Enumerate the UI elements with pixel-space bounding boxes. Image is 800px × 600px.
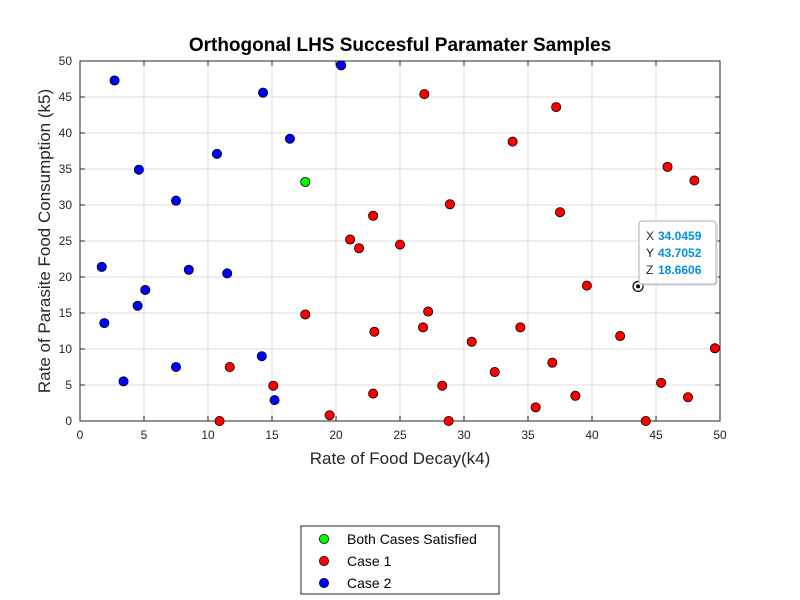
- x-tick-label: 30: [457, 428, 471, 442]
- series1-point-27: [570, 390, 581, 401]
- series1-point-23: [268, 380, 279, 391]
- legend-label-0: Both Cases Satisfied: [347, 531, 477, 547]
- series2-point-4: [211, 148, 222, 159]
- y-tick-label: 10: [59, 342, 73, 356]
- series2-point-13: [256, 351, 267, 362]
- series1-point-10: [394, 239, 405, 250]
- series1-point-11: [581, 280, 592, 291]
- y-tick-label: 50: [59, 54, 73, 68]
- series2-point-6: [170, 195, 181, 206]
- series1-point-1: [551, 102, 562, 113]
- series1-point-21: [224, 361, 235, 372]
- series1-point-4: [689, 175, 700, 186]
- series2-point-5: [133, 164, 144, 175]
- x-tick-label: 45: [649, 428, 663, 442]
- datatip-label: Z: [646, 263, 653, 277]
- series2-point-12: [99, 318, 110, 329]
- series2-point-3: [284, 133, 295, 144]
- series1-point-29: [530, 402, 541, 413]
- datatip-box: [638, 220, 717, 285]
- datatip-value: 18.6606: [658, 263, 702, 277]
- x-tick-label: 25: [393, 428, 407, 442]
- series1-point-5: [444, 199, 455, 210]
- series2-point-15: [118, 376, 129, 387]
- series1-point-15: [515, 322, 526, 333]
- x-tick-label: 35: [521, 428, 535, 442]
- datatip-label: X: [646, 229, 654, 243]
- datatip-value: 34.0459: [658, 229, 702, 243]
- series1-point-22: [489, 367, 500, 378]
- series2-point-7: [96, 261, 107, 272]
- legend-marker-1: [318, 556, 329, 567]
- series1-point-24: [437, 380, 448, 391]
- series1-point-31: [214, 415, 225, 426]
- x-tick-label: 15: [265, 428, 279, 442]
- series1-point-17: [466, 336, 477, 347]
- x-tick-label: 5: [141, 428, 148, 442]
- y-tick-label: 25: [59, 234, 73, 248]
- y-tick-label: 5: [65, 378, 72, 392]
- series1-point-13: [423, 306, 434, 317]
- series1-point-0: [419, 89, 430, 100]
- y-tick-label: 30: [59, 198, 73, 212]
- data-points: [96, 60, 720, 426]
- x-axis-label: Rate of Food Decay(k4): [310, 449, 490, 468]
- datatip-marker-dot: [636, 284, 641, 289]
- series1-point-6: [555, 207, 566, 218]
- x-tick-label: 0: [77, 428, 84, 442]
- y-tick-label: 40: [59, 126, 73, 140]
- series2-point-2: [258, 87, 269, 98]
- chart-title: Orthogonal LHS Succesful Paramater Sampl…: [189, 35, 611, 56]
- series1-point-7: [368, 210, 379, 221]
- axis-ticks: 0 5 10 15 20 25 30 35 40 45 50 0 5 10 15 20 25 30 35 40 45 50: [59, 54, 727, 442]
- series2-point-16: [269, 395, 280, 406]
- y-tick-label: 20: [59, 270, 73, 284]
- x-tick-label: 20: [329, 428, 343, 442]
- series2-point-1: [336, 60, 347, 71]
- series1-point-32: [443, 415, 454, 426]
- y-tick-label: 45: [59, 90, 73, 104]
- series1-point-14: [418, 322, 429, 333]
- series0-point-0: [300, 176, 311, 187]
- series1-point-8: [345, 234, 356, 245]
- series1-point-2: [507, 136, 518, 147]
- x-tick-label: 50: [713, 428, 727, 442]
- y-axis-label: Rate of Parasite Food Consumption (k5): [35, 89, 54, 393]
- legend-marker-0: [318, 534, 329, 545]
- series2-point-9: [222, 268, 233, 279]
- series1-point-16: [369, 326, 380, 337]
- datatip[interactable]: X 34.0459 Y 43.7052 Z 18.6606: [632, 220, 718, 292]
- series1-point-20: [547, 357, 558, 368]
- datatip-label: Y: [646, 246, 654, 260]
- legend-box: [300, 525, 500, 595]
- series2-point-0: [109, 75, 120, 86]
- series1-point-33: [640, 415, 651, 426]
- legend-marker-2: [318, 578, 329, 589]
- legend-label-2: Case 2: [347, 575, 392, 591]
- series1-point-26: [368, 388, 379, 399]
- series1-point-18: [615, 331, 626, 342]
- series2-point-10: [140, 284, 151, 295]
- series2-point-11: [132, 300, 143, 311]
- series1-point-3: [662, 161, 673, 172]
- series2-point-8: [183, 264, 194, 275]
- legend: Both Cases Satisfied Case 1 Case 2: [300, 525, 500, 595]
- series1-point-25: [656, 377, 667, 388]
- series1-point-12: [300, 309, 311, 320]
- series1-point-30: [324, 410, 335, 421]
- series1-point-9: [354, 243, 365, 254]
- x-tick-label: 40: [585, 428, 599, 442]
- y-tick-label: 15: [59, 306, 73, 320]
- series1-point-28: [683, 392, 694, 403]
- x-tick-label: 10: [201, 428, 215, 442]
- datatip-value: 43.7052: [658, 246, 702, 260]
- series1-point-19: [709, 343, 720, 354]
- y-tick-label: 0: [65, 414, 72, 428]
- series2-point-14: [170, 361, 181, 372]
- y-tick-label: 35: [59, 162, 73, 176]
- legend-label-1: Case 1: [347, 553, 392, 569]
